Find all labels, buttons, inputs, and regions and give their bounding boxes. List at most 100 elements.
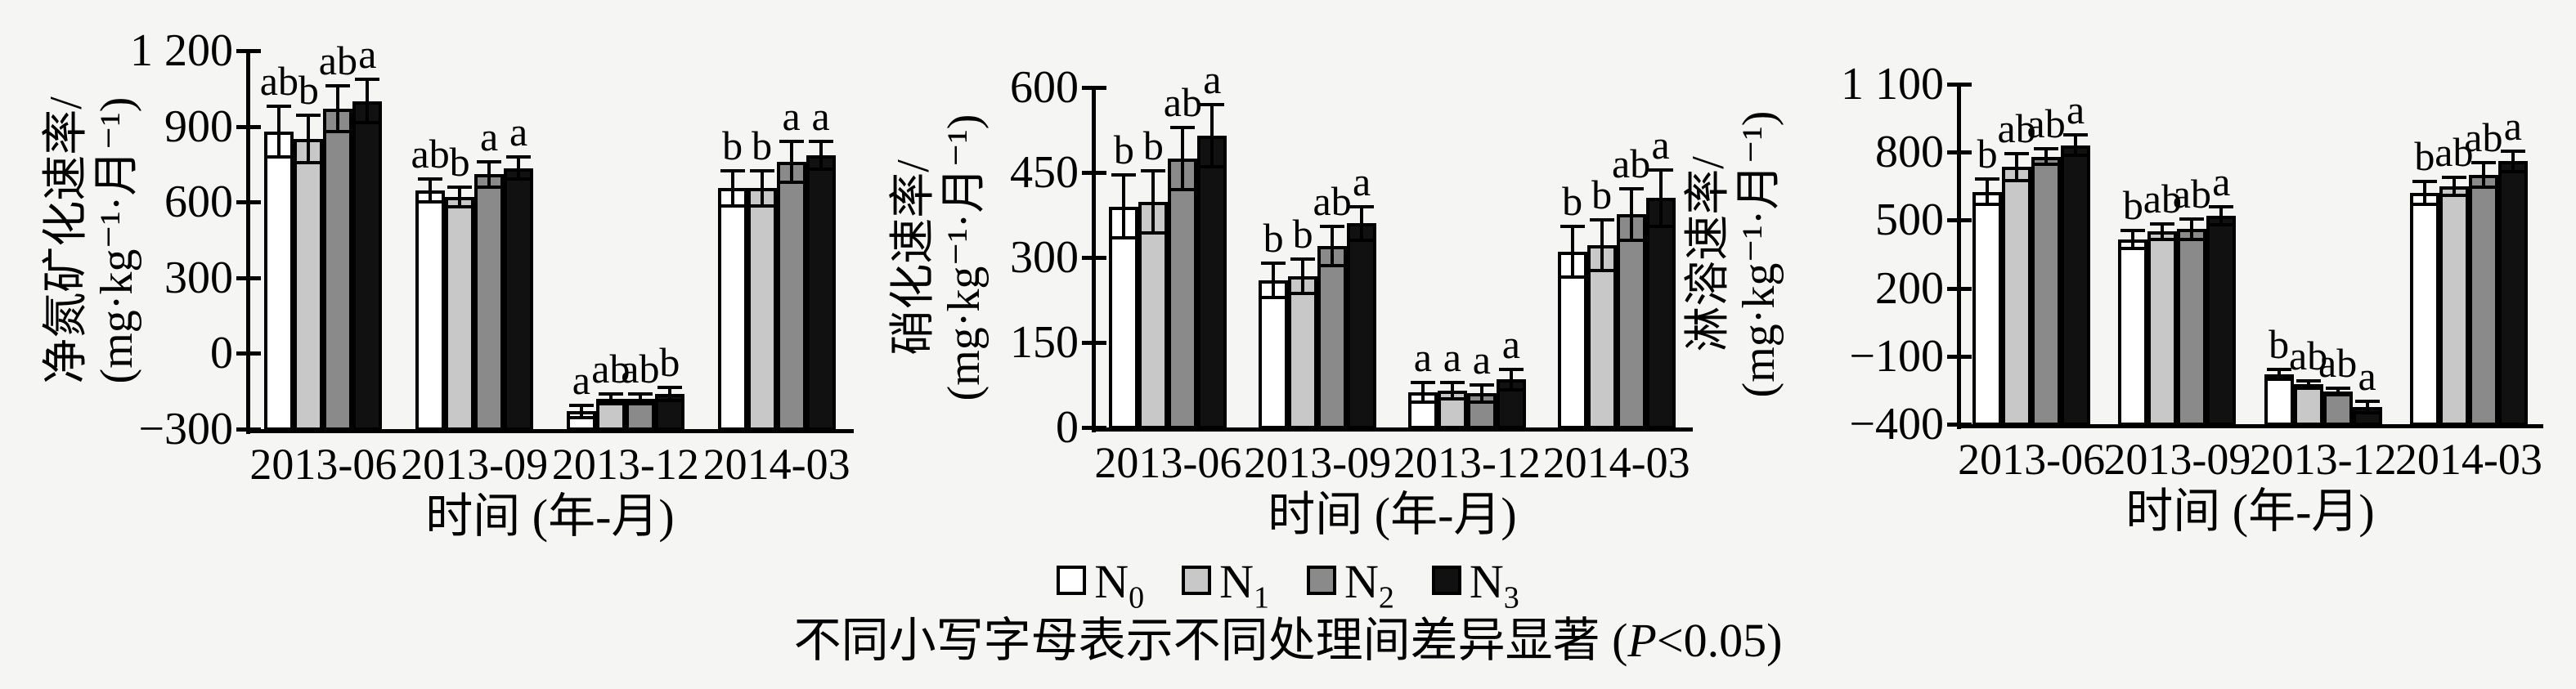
error-bar	[1450, 382, 1454, 400]
legend-swatch-N1	[1182, 566, 1212, 595]
error-bar-cap-bottom	[2354, 411, 2380, 415]
x-tick-label: 2014-03	[702, 440, 850, 489]
error-bar	[638, 393, 642, 405]
bar-N1-2013-12	[595, 398, 626, 431]
x-tick-label: 2013-09	[2103, 435, 2251, 484]
error-bar-cap-bottom	[2441, 193, 2466, 197]
legend-label: N0	[1094, 555, 1145, 615]
error-bar	[1600, 219, 1604, 271]
y-tick	[236, 124, 261, 129]
error-bar	[1122, 175, 1126, 238]
error-bar-cap-bottom	[598, 402, 623, 406]
sig-letter-N0-2013-06: ab	[259, 57, 298, 104]
error-bar-cap-top	[1141, 168, 1166, 172]
sig-letter-N2-2014-03: ab	[2464, 114, 2503, 160]
x-tick-label: 2014-03	[1542, 438, 1690, 487]
bar-N2-2014-03	[2468, 174, 2498, 426]
sig-letter-N0-2013-09: ab	[411, 131, 450, 177]
bar-N3-2014-03	[806, 155, 836, 431]
error-bar-cap-top	[2120, 228, 2146, 232]
error-bar	[517, 156, 521, 180]
sig-letter-N3-2013-09: a	[509, 108, 528, 154]
error-bar-cap-top	[1439, 380, 1465, 384]
sig-letter-N1-2013-06: ab	[1997, 105, 2036, 151]
sig-letter-N0-2013-06: b	[1113, 127, 1134, 173]
error-bar	[1151, 170, 1156, 234]
bar-N1-2014-03	[2439, 186, 2469, 426]
error-bar-cap-bottom	[1410, 400, 1435, 405]
error-bar-cap-top	[749, 168, 774, 172]
sig-letter-N3-2014-03: a	[1651, 121, 1670, 168]
y-axis-title: 硝化速率/(mg·kg⁻¹·月⁻¹)	[888, 114, 990, 401]
x-axis	[1092, 427, 1693, 432]
error-bar-cap-top	[1498, 367, 1524, 371]
error-bar	[667, 387, 671, 400]
y-tick-label: −300	[138, 404, 233, 454]
error-bar-cap-top	[506, 154, 532, 159]
bar-N1-2013-12	[1437, 390, 1467, 429]
error-bar-cap-bottom	[2325, 392, 2350, 396]
bar-N3-2013-06	[2061, 145, 2091, 426]
y-axis	[1092, 86, 1096, 432]
y-tick	[1082, 256, 1106, 260]
error-bar-cap-bottom	[779, 180, 804, 184]
bar-N0-2013-09	[2118, 239, 2148, 426]
x-axis	[246, 429, 854, 433]
sig-letter-N2-2013-12: ab	[2318, 339, 2358, 386]
error-bar-cap-bottom	[325, 129, 351, 133]
error-bar-cap-top	[1349, 204, 1375, 208]
error-bar-cap-bottom	[355, 120, 380, 124]
error-bar-cap-top	[477, 159, 502, 163]
bar-N2-2013-06	[2031, 156, 2062, 426]
sig-letter-N2-2014-03: a	[782, 93, 801, 140]
bar-N3-2013-12	[654, 393, 684, 431]
error-bar-cap-top	[779, 140, 804, 144]
sig-letter-N2-2013-09: a	[480, 113, 499, 159]
sig-letter-N2-2013-12: a	[1472, 337, 1491, 383]
error-bar	[1658, 169, 1663, 226]
bar-N0-2014-03	[1557, 252, 1587, 429]
sig-letter-N3-2013-12: b	[659, 339, 680, 386]
error-bar	[2422, 181, 2426, 204]
sig-letter-N0-2013-09: b	[1263, 214, 1284, 261]
error-bar-cap-top	[1589, 217, 1614, 221]
legend-item-N2: N2	[1307, 557, 1394, 623]
error-bar-cap-bottom	[2209, 222, 2234, 226]
bar-N0-2013-06	[1972, 191, 2003, 426]
sig-letter-N1-2014-03: ab	[2435, 128, 2474, 175]
error-bar	[1181, 127, 1185, 190]
bar-N3-2013-09	[2206, 215, 2237, 426]
error-bar-cap-top	[355, 78, 380, 82]
error-bar-cap-bottom	[1560, 275, 1585, 280]
error-bar	[2481, 162, 2485, 188]
y-tick-label: 600	[164, 177, 233, 228]
y-tick-label: 600	[1010, 62, 1079, 113]
error-bar-cap-top	[1200, 102, 1225, 106]
x-axis-title: 时间 (年-月)	[1268, 488, 1517, 541]
error-bar-cap-bottom	[568, 416, 594, 420]
sig-letter-N0-2013-12: b	[2269, 321, 2290, 368]
bar-N0-2013-12	[2264, 374, 2294, 426]
legend-swatch-N0	[1057, 566, 1087, 595]
bar-N1-2013-06	[294, 139, 324, 431]
sig-letter-N1-2013-06: b	[1142, 122, 1164, 168]
error-bar-cap-bottom	[296, 161, 321, 165]
bar-N3-2013-09	[504, 168, 534, 431]
error-bar-cap-top	[2150, 221, 2175, 226]
bar-N3-2014-03	[2497, 161, 2528, 426]
y-tick-label: 300	[164, 252, 233, 303]
error-bar-cap-bottom	[720, 204, 745, 208]
error-bar-cap-top	[267, 104, 292, 108]
error-bar	[2131, 230, 2135, 249]
bar-N0-2013-09	[415, 190, 446, 431]
error-bar-cap-bottom	[418, 200, 443, 204]
error-bar	[336, 86, 340, 132]
sig-letter-N3-2013-09: a	[1353, 158, 1371, 204]
error-bar-cap-bottom	[1648, 224, 1673, 228]
y-tick	[236, 427, 261, 432]
sig-letter-N1-2013-12: ab	[591, 345, 631, 391]
error-bar	[2365, 401, 2369, 414]
x-tick-label: 2013-12	[1393, 438, 1541, 487]
error-bar-cap-bottom	[1498, 387, 1524, 391]
